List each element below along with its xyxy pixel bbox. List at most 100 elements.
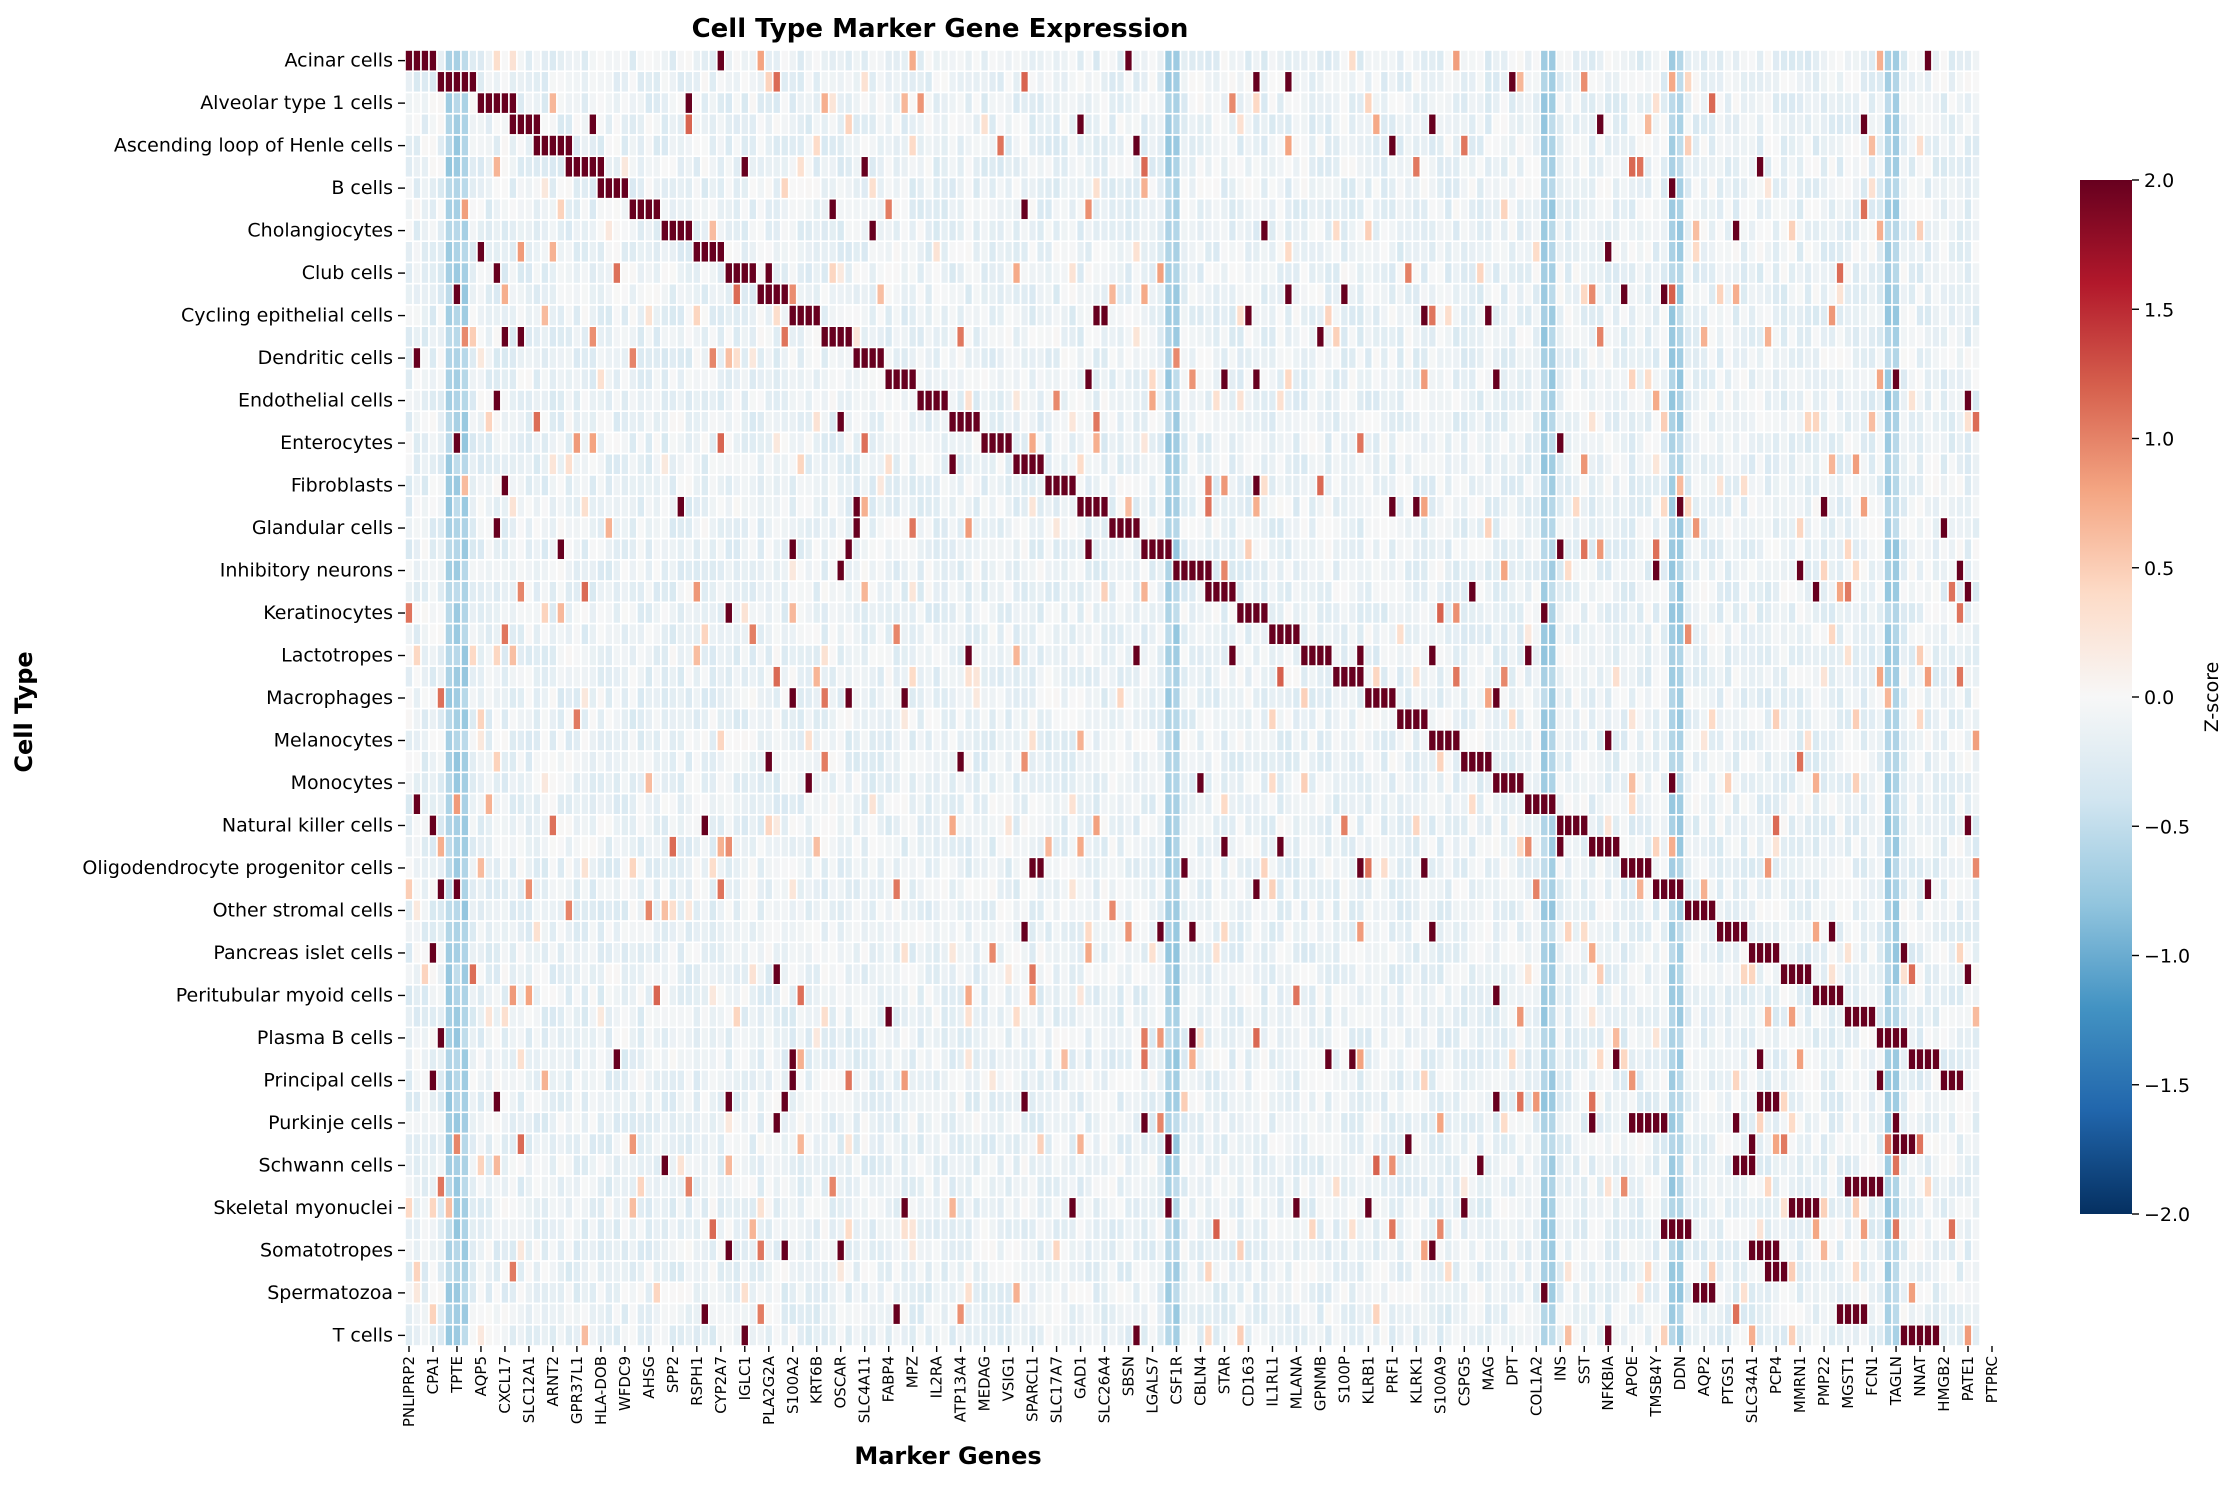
heatmap-cell [787, 474, 798, 497]
heatmap-cell [1395, 367, 1406, 391]
heatmap-cell [668, 261, 678, 285]
heatmap-cell [827, 304, 838, 328]
heatmap-cell [1179, 325, 1190, 349]
heatmap-cell [1843, 516, 1853, 540]
heatmap-cell [1187, 516, 1198, 540]
heatmap-cell [723, 367, 734, 391]
heatmap-cell [1851, 261, 1861, 285]
heatmap-cell [1787, 474, 1797, 497]
heatmap-cell [1843, 49, 1853, 73]
heatmap-cell [875, 49, 886, 73]
heatmap-cell [803, 240, 814, 264]
heatmap-cell [452, 389, 462, 412]
heatmap-cell [923, 431, 934, 455]
heatmap-cell [843, 452, 854, 476]
heatmap-cell [444, 282, 454, 306]
heatmap-cell [1243, 452, 1254, 476]
heatmap-cell [1651, 91, 1661, 115]
heatmap-cell [692, 219, 702, 243]
heatmap-cell [811, 559, 822, 582]
heatmap-cell [859, 367, 870, 391]
heatmap-cell [1491, 134, 1502, 158]
heatmap-cell [1403, 495, 1414, 519]
heatmap-cell [1211, 176, 1222, 200]
heatmap-cell [1755, 261, 1765, 285]
heatmap-cell [891, 49, 902, 73]
heatmap-cell [1267, 70, 1278, 94]
heatmap-cell [1203, 474, 1214, 497]
heatmap-cell [612, 367, 622, 391]
heatmap-cell [1907, 516, 1917, 540]
heatmap-cell [883, 346, 894, 370]
heatmap-cell [1395, 304, 1406, 328]
heatmap-cell [715, 70, 726, 94]
heatmap-cell [1059, 325, 1070, 349]
heatmap-cell [1499, 134, 1510, 158]
heatmap-cell [596, 155, 606, 179]
heatmap-cell [1707, 91, 1717, 115]
heatmap-cell [1883, 389, 1893, 412]
heatmap-cell [1779, 325, 1789, 349]
heatmap-cell [1915, 346, 1925, 370]
heatmap-cell [867, 282, 878, 306]
heatmap-cell [1691, 304, 1701, 328]
heatmap-cell [915, 559, 926, 582]
heatmap-cell [668, 474, 678, 497]
heatmap-cell [875, 431, 886, 455]
heatmap-cell [955, 537, 966, 561]
heatmap-cell [524, 176, 534, 200]
heatmap-cell [1155, 155, 1166, 179]
heatmap-cell [907, 537, 918, 561]
heatmap-cell [1211, 474, 1222, 497]
heatmap-cell [484, 219, 494, 243]
heatmap-cell [1179, 219, 1190, 243]
heatmap-cell [1435, 240, 1446, 264]
heatmap-cell [1059, 49, 1070, 73]
heatmap-cell [1939, 155, 1949, 179]
heatmap-cell [1467, 389, 1478, 412]
heatmap-cell [612, 49, 622, 73]
heatmap-cell [1147, 495, 1158, 519]
heatmap-cell [1403, 261, 1414, 285]
heatmap-cell [1427, 516, 1438, 540]
heatmap-cell [1443, 325, 1454, 349]
heatmap-cell [1323, 325, 1334, 349]
heatmap-cell [692, 474, 702, 497]
heatmap-cell [1475, 431, 1486, 455]
heatmap-cell [700, 452, 710, 476]
heatmap-cell [1915, 197, 1925, 221]
heatmap-cell [652, 176, 662, 200]
heatmap-cell [1779, 304, 1789, 328]
heatmap-cell [660, 49, 670, 73]
heatmap-cell [692, 304, 702, 328]
heatmap-cell [1523, 559, 1534, 582]
heatmap-cell [1195, 49, 1206, 73]
heatmap-cell [1019, 134, 1030, 158]
heatmap-cell [1675, 495, 1685, 519]
heatmap-cell [1771, 346, 1781, 370]
heatmap-cell [1291, 516, 1302, 540]
heatmap-cell [1371, 495, 1382, 519]
heatmap-cell [955, 410, 966, 434]
heatmap-cell [1043, 49, 1054, 73]
heatmap-cell [931, 367, 942, 391]
heatmap-cell [875, 134, 886, 158]
heatmap-cell [1763, 240, 1773, 264]
heatmap-cell [1091, 367, 1102, 391]
heatmap-cell [1043, 134, 1054, 158]
heatmap-cell [1155, 282, 1166, 306]
heatmap-cell [1819, 495, 1829, 519]
heatmap-cell [1483, 431, 1494, 455]
heatmap-cell [1939, 134, 1949, 158]
heatmap-cell [1299, 70, 1310, 94]
heatmap-cell [955, 389, 966, 412]
heatmap-cell [1123, 516, 1134, 540]
heatmap-cell [875, 325, 886, 349]
heatmap-cell [955, 176, 966, 200]
heatmap-cell [420, 49, 430, 73]
heatmap-cell [1483, 197, 1494, 221]
heatmap-cell [1651, 325, 1661, 349]
heatmap-cell [739, 431, 750, 455]
heatmap-cell [1363, 325, 1374, 349]
heatmap-cell [1227, 219, 1238, 243]
